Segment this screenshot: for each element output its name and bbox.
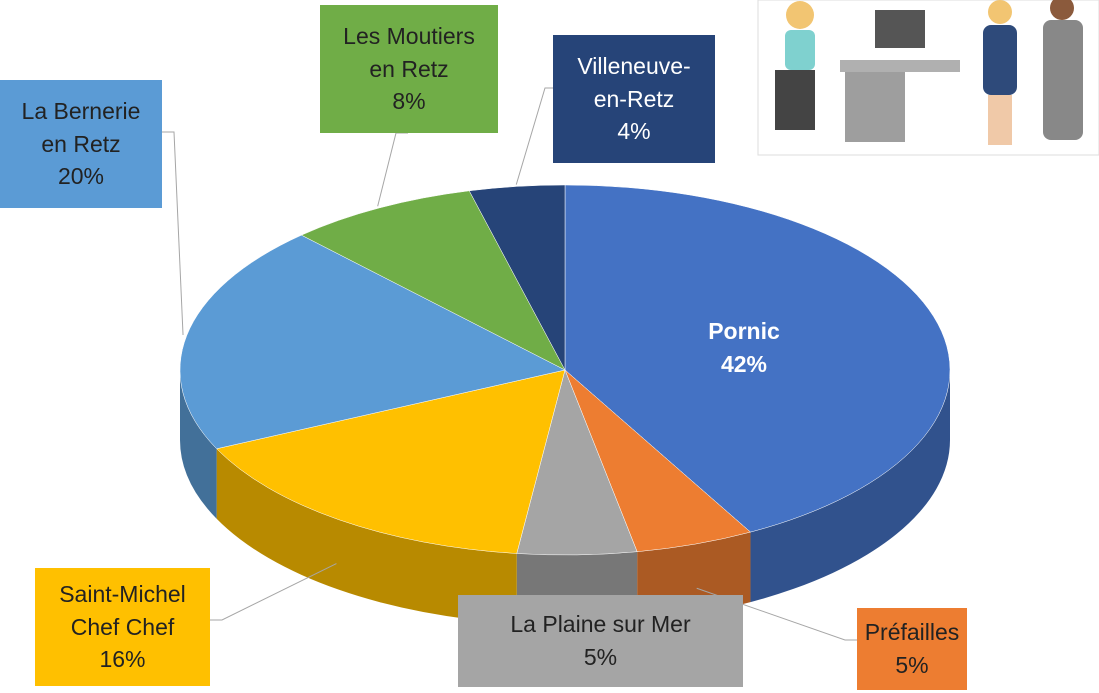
leader-line <box>377 132 408 207</box>
data-label: Préfailles 5% <box>857 608 967 690</box>
slice <box>179 234 566 450</box>
leader-line <box>162 131 184 336</box>
slice-side <box>216 448 517 624</box>
label-value: 8% <box>392 88 426 115</box>
data-label: La Bernerie en Retz 20% <box>0 80 162 208</box>
label-category: La Bernerie en Retz <box>21 98 141 157</box>
slice-side <box>180 370 217 519</box>
label-value: 20% <box>57 163 105 190</box>
slice <box>468 184 566 371</box>
label-value: 16% <box>99 646 146 673</box>
label-category: Pornic <box>708 318 780 345</box>
slice <box>216 369 566 554</box>
label-category: La Plaine sur Mer <box>510 611 691 638</box>
label-value: 4% <box>617 118 651 145</box>
slice <box>564 184 951 533</box>
data-label: Saint-Michel Chef Chef 16% <box>35 568 210 686</box>
slice <box>300 190 566 371</box>
label-value: 5% <box>583 644 618 670</box>
data-label: Les Moutiers en Retz 8% <box>320 5 498 133</box>
slice-side <box>750 370 950 603</box>
leader-line <box>696 587 857 641</box>
label-category: Les Moutiers en Retz <box>343 23 475 82</box>
leader-line <box>515 87 553 185</box>
label-value: 42% <box>720 350 767 377</box>
illustration <box>757 0 1099 156</box>
label-category: Préfailles <box>864 619 960 646</box>
data-label: Pornic 42% <box>664 303 824 393</box>
pie-top <box>179 184 951 556</box>
data-label: Villeneuve-en-Retz 4% <box>553 35 715 163</box>
label-value: 5% <box>895 652 929 678</box>
data-label: La Plaine sur Mer 5% <box>458 595 743 687</box>
label-category: Villeneuve-en-Retz <box>577 53 691 112</box>
leader-line <box>210 563 337 621</box>
label-category: Saint-Michel Chef Chef <box>59 581 186 640</box>
